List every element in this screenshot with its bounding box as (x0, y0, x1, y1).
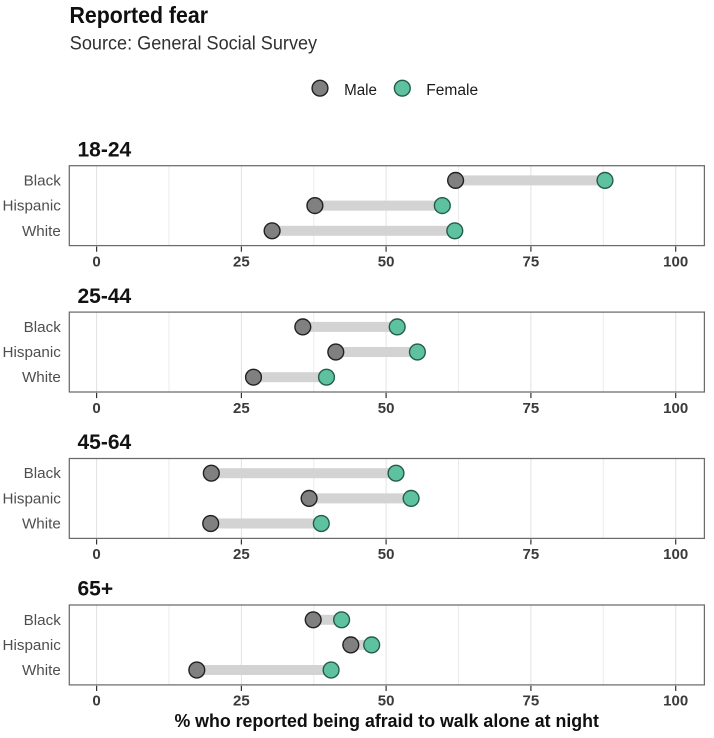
svg-text:Black: Black (24, 172, 62, 189)
svg-text:75: 75 (523, 546, 540, 563)
svg-text:25: 25 (233, 693, 250, 710)
svg-text:100: 100 (663, 253, 688, 270)
svg-text:Black: Black (24, 612, 62, 629)
svg-text:25: 25 (233, 400, 250, 417)
svg-text:White: White (22, 662, 61, 679)
svg-text:Black: Black (24, 465, 62, 482)
svg-text:0: 0 (92, 400, 100, 417)
svg-text:Male: Male (344, 82, 377, 99)
svg-text:0: 0 (92, 546, 100, 563)
svg-text:Hispanic: Hispanic (3, 490, 62, 507)
svg-text:50: 50 (378, 253, 395, 270)
svg-text:50: 50 (378, 400, 395, 417)
svg-text:Female: Female (426, 82, 478, 99)
svg-text:50: 50 (378, 693, 395, 710)
svg-text:100: 100 (663, 400, 688, 417)
svg-text:0: 0 (92, 253, 100, 270)
svg-text:75: 75 (523, 693, 540, 710)
svg-text:18-24: 18-24 (78, 138, 132, 161)
svg-text:White: White (22, 223, 61, 240)
svg-text:75: 75 (523, 253, 540, 270)
svg-text:% who reported being afraid to: % who reported being afraid to walk alon… (174, 710, 599, 731)
svg-text:Black: Black (24, 319, 62, 336)
svg-text:65+: 65+ (78, 578, 114, 601)
svg-text:Source: General Social Survey: Source: General Social Survey (70, 33, 318, 55)
svg-text:100: 100 (663, 546, 688, 563)
svg-text:0: 0 (92, 693, 100, 710)
svg-text:75: 75 (523, 400, 540, 417)
svg-text:Hispanic: Hispanic (3, 198, 62, 215)
svg-text:White: White (22, 516, 61, 533)
svg-text:25: 25 (233, 253, 250, 270)
svg-text:45-64: 45-64 (78, 431, 132, 454)
svg-text:Reported fear: Reported fear (70, 2, 209, 28)
svg-text:25: 25 (233, 546, 250, 563)
svg-text:100: 100 (663, 693, 688, 710)
svg-text:White: White (22, 369, 61, 386)
svg-text:50: 50 (378, 546, 395, 563)
svg-text:25-44: 25-44 (78, 285, 132, 308)
svg-text:Hispanic: Hispanic (3, 637, 62, 654)
svg-text:Hispanic: Hispanic (3, 344, 62, 361)
